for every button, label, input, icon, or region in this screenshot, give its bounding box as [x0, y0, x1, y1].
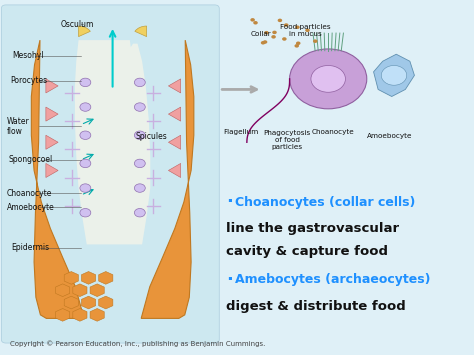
Polygon shape — [168, 107, 181, 121]
Circle shape — [296, 42, 301, 45]
Circle shape — [80, 159, 91, 168]
Text: Flagellum: Flagellum — [223, 129, 259, 135]
Text: Spicules: Spicules — [135, 132, 167, 142]
Polygon shape — [46, 107, 58, 121]
Circle shape — [80, 208, 91, 217]
Text: Porocytes: Porocytes — [10, 76, 47, 85]
Text: Amoebocyte: Amoebocyte — [367, 133, 412, 140]
Circle shape — [381, 65, 407, 85]
Circle shape — [294, 44, 299, 48]
Circle shape — [134, 131, 145, 140]
Text: Copyright © Pearson Education, Inc., publishing as Benjamin Cummings.: Copyright © Pearson Education, Inc., pub… — [10, 340, 266, 346]
Circle shape — [295, 26, 300, 29]
Text: ·: · — [226, 271, 233, 289]
Circle shape — [284, 23, 289, 27]
Polygon shape — [374, 54, 414, 97]
Circle shape — [278, 18, 282, 22]
Polygon shape — [141, 40, 194, 318]
Circle shape — [271, 35, 276, 39]
Circle shape — [261, 41, 265, 44]
Circle shape — [313, 39, 318, 43]
Text: Mesohyl: Mesohyl — [13, 51, 44, 60]
Polygon shape — [168, 135, 181, 149]
Text: digest & distribute food: digest & distribute food — [226, 300, 406, 312]
Text: ·: · — [226, 193, 233, 211]
Circle shape — [253, 21, 258, 24]
Text: Epidermis: Epidermis — [11, 244, 49, 252]
Circle shape — [305, 28, 310, 32]
FancyBboxPatch shape — [1, 5, 219, 343]
Text: cavity & capture food: cavity & capture food — [226, 245, 388, 258]
Text: Amoebocyte: Amoebocyte — [7, 203, 55, 212]
Circle shape — [80, 131, 91, 140]
Text: line the gastrovascular: line the gastrovascular — [226, 222, 399, 235]
Polygon shape — [168, 163, 181, 178]
Circle shape — [80, 184, 91, 192]
Circle shape — [134, 103, 145, 111]
Wedge shape — [79, 26, 91, 37]
Polygon shape — [46, 163, 58, 178]
Polygon shape — [168, 79, 181, 93]
Text: Food particles
in mucus: Food particles in mucus — [280, 24, 331, 37]
Circle shape — [134, 208, 145, 217]
Circle shape — [264, 31, 269, 34]
Circle shape — [263, 40, 267, 44]
Text: Choanocyte: Choanocyte — [7, 189, 52, 198]
Text: Amebocytes (archaeocytes): Amebocytes (archaeocytes) — [235, 273, 431, 286]
Circle shape — [311, 65, 346, 92]
Text: Collar: Collar — [251, 31, 272, 37]
Circle shape — [250, 18, 255, 22]
Polygon shape — [46, 135, 58, 149]
Text: Osculum: Osculum — [60, 20, 94, 29]
Wedge shape — [135, 26, 146, 37]
Circle shape — [134, 159, 145, 168]
Polygon shape — [31, 40, 84, 318]
Circle shape — [80, 103, 91, 111]
Polygon shape — [75, 40, 150, 245]
Text: Water
flow: Water flow — [7, 117, 29, 136]
Text: Phagocytosis
of food
particles: Phagocytosis of food particles — [264, 130, 311, 150]
Text: Choanocyte: Choanocyte — [311, 129, 354, 135]
Circle shape — [134, 78, 145, 87]
Circle shape — [282, 37, 287, 41]
Text: Spongocoel: Spongocoel — [9, 155, 53, 164]
Circle shape — [290, 49, 367, 109]
Polygon shape — [46, 79, 58, 93]
Circle shape — [134, 184, 145, 192]
Circle shape — [272, 31, 277, 34]
Circle shape — [80, 78, 91, 87]
Text: Choanocytes (collar cells): Choanocytes (collar cells) — [235, 196, 416, 209]
